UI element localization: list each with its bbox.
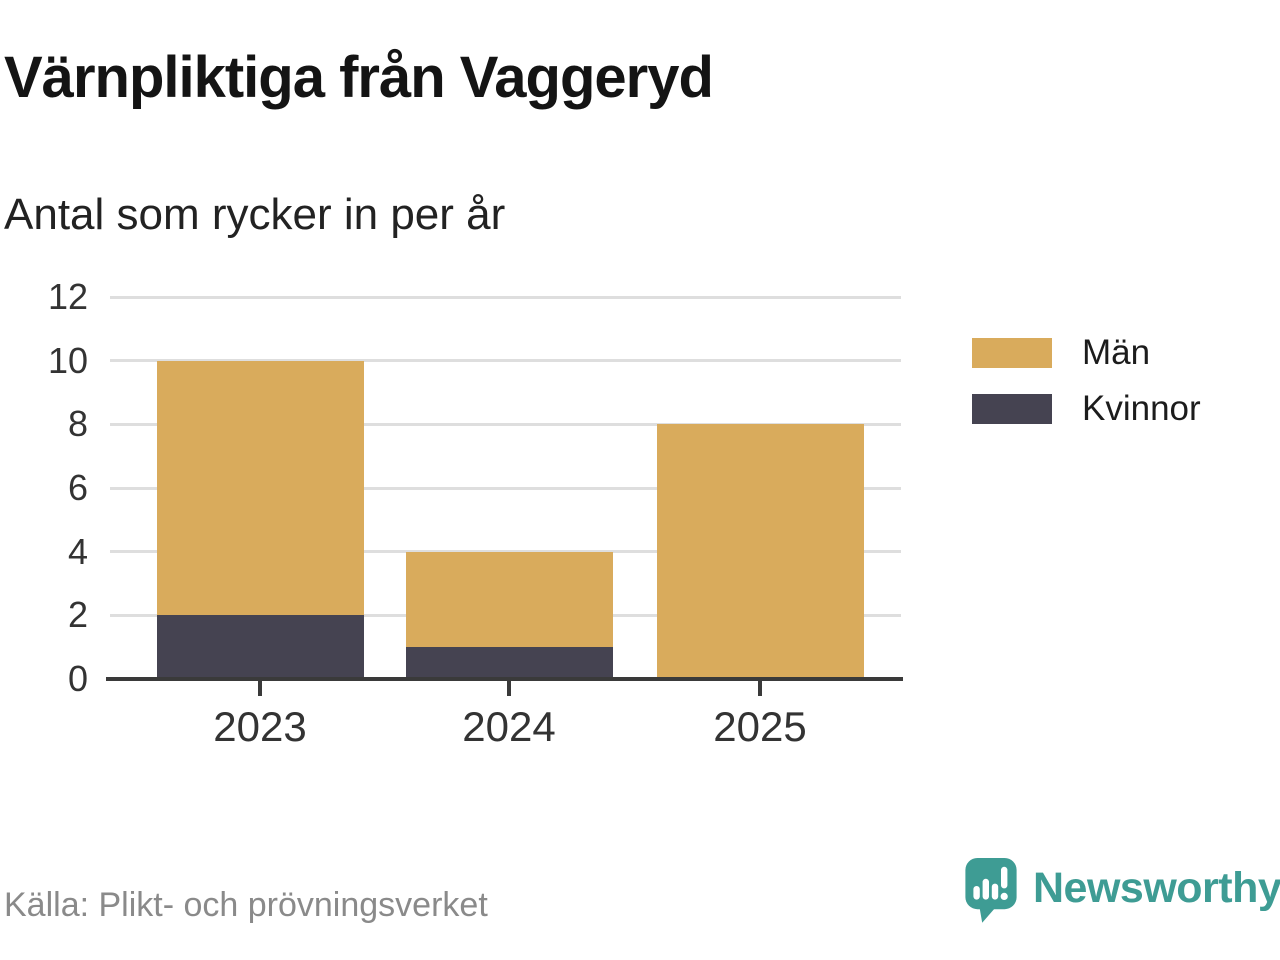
legend-label-man: Män bbox=[1082, 333, 1151, 372]
x-tick-label-2025: 2025 bbox=[713, 703, 807, 750]
legend-item-man: Män bbox=[972, 333, 1272, 372]
bar-segment-kvinnor-2024 bbox=[405, 647, 613, 679]
x-tick-2025 bbox=[758, 681, 762, 696]
newsworthy-logo: Newsworthy bbox=[963, 856, 1280, 924]
x-tick-2023 bbox=[258, 681, 262, 696]
y-tick-label-12: 12 bbox=[47, 276, 88, 317]
x-tick-label-2023: 2023 bbox=[213, 703, 307, 750]
gridline-y6 bbox=[110, 486, 901, 490]
bar-segment-män-2023 bbox=[156, 360, 364, 616]
gridline-y10 bbox=[110, 359, 901, 363]
x-tick-label-2024: 2024 bbox=[462, 703, 556, 750]
legend-item-kvinnor: Kvinnor bbox=[972, 389, 1272, 428]
legend-swatch-kvinnor bbox=[972, 394, 1052, 424]
bar-segment-män-2025 bbox=[656, 424, 864, 679]
y-tick-label-4: 4 bbox=[67, 530, 88, 572]
gridline-y8 bbox=[110, 422, 901, 426]
newsworthy-wordmark: Newsworthy bbox=[1033, 864, 1280, 912]
y-tick-label-10: 10 bbox=[47, 339, 88, 381]
y-tick-label-8: 8 bbox=[67, 403, 88, 445]
source-note: Källa: Plikt- och prövningsverket bbox=[4, 886, 488, 924]
chart-subtitle: Antal som rycker in per år bbox=[4, 190, 506, 239]
bar-segment-män-2024 bbox=[405, 551, 613, 648]
legend-swatch-man bbox=[972, 338, 1052, 368]
legend-label-kvinnor: Kvinnor bbox=[1082, 389, 1201, 428]
newsworthy-logo-icon bbox=[965, 858, 1017, 923]
bar-segment-kvinnor-2023 bbox=[156, 615, 364, 679]
y-tick-label-0: 0 bbox=[67, 658, 88, 699]
y-tick-label-6: 6 bbox=[67, 467, 88, 508]
y-tick-label-2: 2 bbox=[67, 594, 88, 636]
gridline-y12 bbox=[110, 295, 901, 299]
x-axis-line bbox=[106, 677, 903, 681]
legend: Män Kvinnor bbox=[972, 333, 1272, 450]
x-tick-2024 bbox=[507, 681, 511, 696]
chart-title: Värnpliktiga från Vaggeryd bbox=[4, 45, 714, 110]
